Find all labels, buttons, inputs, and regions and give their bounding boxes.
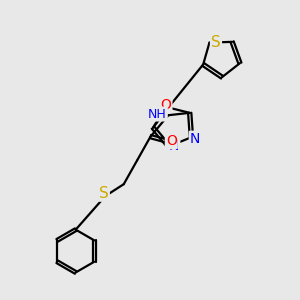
Text: O: O <box>166 134 177 148</box>
Text: O: O <box>160 98 171 112</box>
Text: S: S <box>211 35 221 50</box>
Text: NH: NH <box>148 107 167 121</box>
Text: N: N <box>190 132 200 146</box>
Text: S: S <box>99 186 109 201</box>
Text: N: N <box>169 140 179 153</box>
